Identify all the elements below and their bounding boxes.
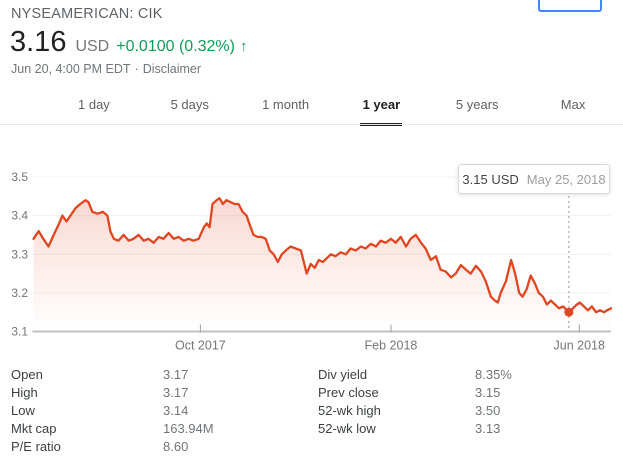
- currency-label: USD: [75, 38, 110, 55]
- stat-value: 8.35%: [475, 366, 512, 382]
- tooltip-date: May 25, 2018: [526, 171, 606, 187]
- price-line: [32, 197, 613, 314]
- tab-1-day[interactable]: 1 day: [78, 97, 110, 112]
- y-tick-label: 3.5: [11, 170, 28, 184]
- x-tick-label: Feb 2018: [365, 339, 418, 353]
- stat-label: Low: [11, 402, 35, 418]
- quote-timestamp: Jun 20, 4:00 PM EDT: [11, 62, 131, 76]
- stat-value: 3.17: [163, 384, 189, 400]
- stat-label: Div yield: [318, 366, 368, 382]
- stat-value: 163.94M: [163, 421, 214, 437]
- stat-row-low: Low 3.14: [11, 401, 318, 419]
- tab-max[interactable]: Max: [560, 97, 586, 112]
- stat-row-52wk-low: 52-wk low 3.13: [318, 420, 618, 438]
- stat-row-prev-close: Prev close 3.15: [318, 383, 618, 401]
- stat-label: 52-wk high: [318, 402, 381, 418]
- tab-5-years[interactable]: 5 years: [455, 97, 499, 112]
- stat-label: 52-wk low: [318, 421, 376, 437]
- stat-value: 8.60: [163, 439, 189, 455]
- tabs-divider: [0, 124, 623, 125]
- tooltip-price: 3.15 USD: [462, 171, 519, 187]
- tab-1-year[interactable]: 1 year: [333, 88, 429, 125]
- stat-label: Open: [11, 366, 43, 382]
- stat-row-div-yield: Div yield 8.35%: [318, 365, 618, 383]
- price-row: 3.16 USD +0.0100 (0.32%) ↑: [10, 26, 247, 59]
- stat-value: 3.14: [163, 402, 189, 418]
- key-stats-table: Open 3.17 High 3.17 Low 3.14 Mkt cap 163.94M…: [11, 365, 618, 456]
- y-tick-label: 3.1: [11, 325, 28, 339]
- x-tick-label: Jun 2018: [554, 339, 605, 353]
- stat-row-mkt-cap: Mkt cap 163.94M: [11, 420, 318, 438]
- stat-row-52wk-high: 52-wk high 3.50: [318, 401, 618, 419]
- stat-row-high: High 3.17: [11, 383, 318, 401]
- stat-label: P/E ratio: [11, 439, 61, 455]
- y-tick-label: 3.3: [11, 247, 28, 261]
- range-tabs: 1 day 5 days 1 month 1 year 5 years Max: [46, 88, 621, 125]
- exchange-symbol: NYSEAMERICAN: CIK: [11, 6, 163, 22]
- current-price: 3.16: [10, 26, 67, 58]
- price-chart[interactable]: 3.5 3.4 3.3 3.2 3.1 Oct 2017 Feb 2018 Jun 2018: [0, 150, 623, 362]
- stat-value: 3.15: [475, 384, 501, 400]
- disclaimer-link[interactable]: Disclaimer: [142, 62, 202, 76]
- y-tick-label: 3.4: [11, 209, 28, 223]
- stat-value: 3.50: [475, 402, 501, 418]
- separator-dot: ·: [134, 62, 139, 76]
- x-tick-label: Oct 2017: [175, 339, 226, 353]
- tab-5-days[interactable]: 5 days: [170, 97, 209, 112]
- chart-tooltip: 3.15 USD May 25, 2018: [458, 164, 610, 194]
- top-right-button[interactable]: [538, 0, 602, 12]
- stat-label: Mkt cap: [11, 421, 57, 437]
- stat-row-pe-ratio: P/E ratio 8.60: [11, 438, 318, 456]
- stat-label: High: [11, 384, 38, 400]
- up-arrow-icon: ↑: [239, 38, 248, 55]
- price-area-fill: [33, 198, 611, 332]
- quote-timestamp-row: Jun 20, 4:00 PM EDT · Disclaimer: [11, 62, 201, 76]
- stat-label: Prev close: [318, 384, 379, 400]
- stat-value: 3.17: [163, 366, 189, 382]
- tab-1-month[interactable]: 1 month: [262, 97, 310, 112]
- selected-point-marker: [564, 307, 574, 317]
- price-change: +0.0100 (0.32%): [116, 38, 235, 55]
- stat-row-open: Open 3.17: [11, 365, 318, 383]
- stat-value: 3.13: [475, 421, 501, 437]
- y-tick-label: 3.2: [11, 286, 28, 300]
